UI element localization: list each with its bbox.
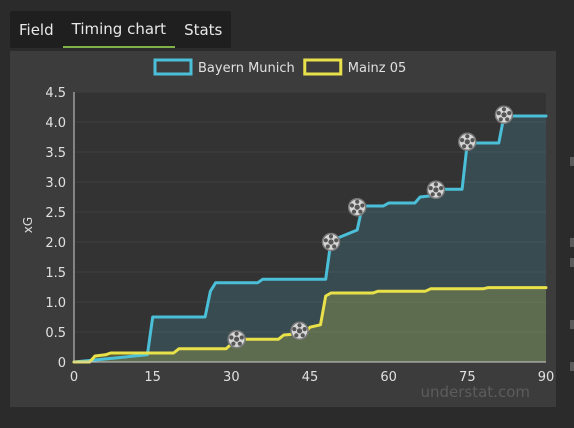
x-tick-label: 75 [459, 370, 476, 385]
tab-timing-chart[interactable]: Timing chart [62, 11, 176, 48]
x-tick-label: 30 [223, 370, 240, 385]
y-tick-label: 4.0 [45, 116, 66, 131]
goal-marker-icon [347, 197, 367, 217]
goal-marker-icon [494, 105, 514, 125]
goal-markers [227, 105, 514, 349]
legend-label: Bayern Munich [198, 61, 295, 76]
y-axis-label: xG [21, 217, 35, 233]
goal-marker-icon [458, 132, 477, 152]
axes: 0 0.5 1.0 1.5 2.0 2.5 3.0 3.5 4.0 4.5 0 15 30 45 60 75 9… [45, 86, 554, 385]
x-tick-label: 60 [380, 370, 397, 385]
y-tick-label: 4.5 [45, 86, 66, 101]
goal-marker-icon [227, 329, 246, 349]
x-tick-label: 45 [302, 370, 319, 385]
tab-stats[interactable]: Stats [184, 20, 223, 39]
chart-panel: 0 0.5 1.0 1.5 2.0 2.5 3.0 3.5 4.0 4.5 0 15 30 45 60 75 9… [10, 51, 556, 407]
y-tick-label: 2.0 [45, 236, 66, 251]
x-tick-label: 0 [70, 370, 78, 385]
tab-field[interactable]: Field [19, 20, 54, 39]
y-tick-label: 1.0 [45, 296, 66, 311]
goal-marker-icon [321, 232, 341, 252]
x-tick-label: 90 [538, 370, 555, 385]
legend-swatch [153, 58, 193, 76]
y-tick-label: 1.5 [45, 266, 66, 281]
y-tick-label: 0 [58, 356, 66, 371]
scroll-marker [570, 362, 574, 371]
legend-label: Mainz 05 [348, 61, 407, 76]
legend: Bayern Munich Mainz 05 [153, 58, 407, 76]
series-area [74, 116, 546, 362]
y-tick-label: 3.0 [45, 176, 66, 191]
scroll-marker [570, 320, 574, 329]
y-tick-label: 2.5 [45, 206, 66, 221]
watermark: understat.com [420, 383, 530, 401]
goal-marker-icon [426, 180, 446, 200]
y-tick-label: 0.5 [45, 326, 66, 341]
scroll-marker [570, 258, 574, 267]
timing-chart: 0 0.5 1.0 1.5 2.0 2.5 3.0 3.5 4.0 4.5 0 15 30 45 60 75 9… [21, 58, 554, 401]
series-area [74, 287, 546, 362]
view-tabs: Field Timing chart Stats [10, 11, 232, 48]
y-tick-label: 3.5 [45, 146, 66, 161]
legend-swatch [303, 58, 343, 76]
scroll-marker [570, 157, 574, 166]
goal-marker-icon [290, 321, 309, 341]
x-tick-label: 15 [144, 370, 161, 385]
scroll-marker [570, 238, 574, 247]
series-areas [74, 116, 546, 362]
